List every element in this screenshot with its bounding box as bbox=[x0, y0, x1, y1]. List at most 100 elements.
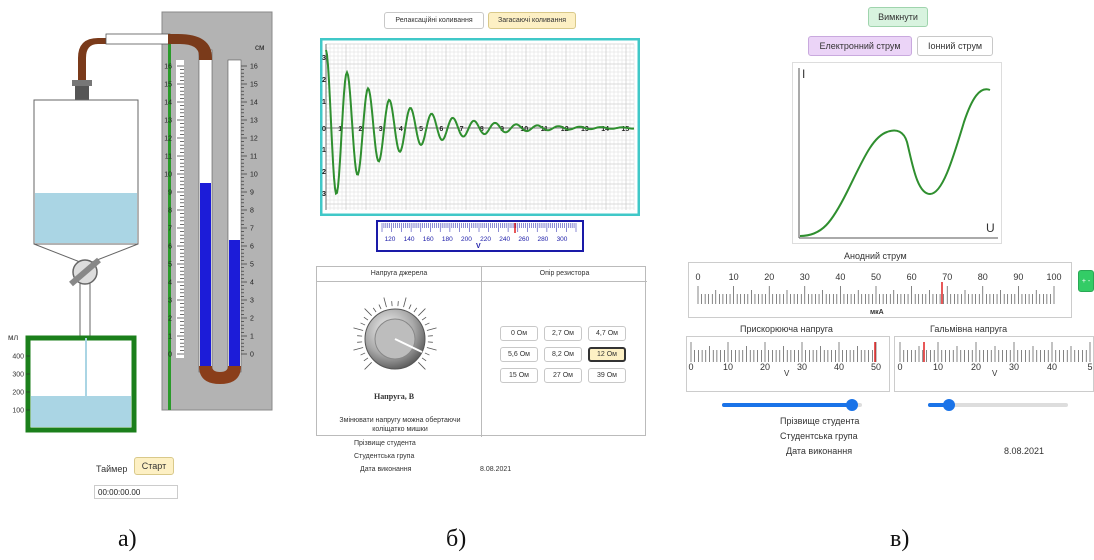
date-value: 8.08.2021 bbox=[480, 466, 512, 473]
anode-label: Анодний струм bbox=[844, 251, 907, 261]
resistor-button-3[interactable]: 5,6 Ом bbox=[500, 347, 538, 362]
graph-x-tick: 4 bbox=[399, 126, 403, 133]
graph-y-tick: 3 bbox=[322, 55, 326, 62]
meter-tick-label: 70 bbox=[942, 272, 952, 282]
scale-right-label: 16 bbox=[250, 64, 258, 71]
start-button[interactable]: Старт bbox=[134, 457, 174, 475]
accel-meter: 0 10 20 30 40 50 V bbox=[686, 336, 890, 392]
scale-left-label: 1 bbox=[168, 334, 172, 341]
brake-slider-fill bbox=[928, 403, 950, 407]
scale-right-label: 10 bbox=[250, 172, 258, 179]
beaker-tick-label: 200 bbox=[12, 390, 24, 397]
voltmeter-tick-label: 200 bbox=[461, 236, 472, 243]
brake-unit: V bbox=[992, 369, 998, 378]
meter-tick-label: 40 bbox=[835, 272, 845, 282]
resistor-button-8[interactable]: 39 Ом bbox=[588, 368, 626, 383]
axis-x-label: U bbox=[986, 221, 995, 235]
accel-label: Прискорююча напруга bbox=[740, 324, 833, 334]
ion-tab[interactable]: Іонний струм bbox=[917, 36, 993, 56]
meter-tick-label: 20 bbox=[764, 272, 774, 282]
graph-x-tick: 7 bbox=[460, 126, 464, 133]
brake-slider-thumb[interactable] bbox=[943, 399, 956, 411]
accel-slider-thumb[interactable] bbox=[846, 399, 859, 411]
scale-right-label: 8 bbox=[250, 208, 254, 215]
graph-zero: 0 bbox=[322, 126, 326, 133]
meter-tick-label: 50 bbox=[871, 272, 881, 282]
mercury-right bbox=[229, 240, 240, 372]
beaker-tick-label: 100 bbox=[12, 408, 24, 415]
scale-right-label: 13 bbox=[250, 118, 258, 125]
resistor-button-6[interactable]: 15 Ом bbox=[500, 368, 538, 383]
date-value-c: 8.08.2021 bbox=[1004, 446, 1045, 456]
resistor-button-2[interactable]: 4,7 Ом bbox=[588, 326, 626, 341]
resistor-button-1[interactable]: 2,7 Ом bbox=[544, 326, 582, 341]
siphon-tube bbox=[78, 38, 108, 82]
tab-damped[interactable]: Загасаючі коливання bbox=[488, 12, 576, 29]
scale-right-label: 11 bbox=[250, 154, 257, 161]
timer-display: 00:00:00.00 bbox=[94, 485, 178, 499]
hint-text: Змінювати напругу можна обертаючи коліща… bbox=[339, 417, 461, 433]
siphon-glass-tube bbox=[105, 33, 171, 45]
beaker-tick-label: 400 bbox=[12, 354, 24, 361]
caption-c: в) bbox=[890, 526, 910, 552]
stopper bbox=[72, 80, 92, 86]
accel-tick-label: 20 bbox=[760, 362, 770, 372]
graph-x-tick: 3 bbox=[379, 126, 383, 133]
resistor-button-0[interactable]: 0 Ом bbox=[500, 326, 538, 341]
scale-left-label: 4 bbox=[168, 280, 172, 287]
axis-y-label: I bbox=[802, 67, 805, 81]
left-scale bbox=[176, 60, 184, 358]
plus-minus-button[interactable]: + - bbox=[1078, 270, 1094, 292]
scale-left-label: 15 bbox=[164, 82, 172, 89]
graph-x-tick: 14 bbox=[601, 126, 609, 133]
green-rod bbox=[168, 38, 171, 410]
scale-right-label: 4 bbox=[250, 280, 254, 287]
graph-y-tick: 1 bbox=[322, 99, 326, 106]
scale-right-label: 6 bbox=[250, 244, 254, 251]
anode-meter: 0 10 20 30 40 50 60 70 80 90 100 мкА bbox=[688, 262, 1072, 318]
scale-right-label: 15 bbox=[250, 82, 258, 89]
scale-left-label: 10 bbox=[164, 172, 172, 179]
scale-left-label: 9 bbox=[168, 190, 172, 197]
accel-slider[interactable] bbox=[722, 398, 862, 412]
graph-x-tick: 15 bbox=[622, 126, 630, 133]
voltmeter-tick-label: 240 bbox=[499, 236, 510, 243]
student-name: Прізвище студента bbox=[354, 440, 416, 447]
voltmeter-tick-label: 280 bbox=[537, 236, 548, 243]
u-tube-bottom bbox=[199, 366, 241, 384]
control-table: Напруга джерела Опір резистора bbox=[316, 266, 647, 437]
meter-tick-label: 80 bbox=[978, 272, 988, 282]
graph-x-tick: 12 bbox=[561, 126, 569, 133]
timer-label: Таймер bbox=[96, 464, 128, 474]
graph-x-tick: 2 bbox=[358, 126, 362, 133]
scale-right-label: 0 bbox=[250, 352, 254, 359]
resistor-button-4[interactable]: 8,2 Ом bbox=[544, 347, 582, 362]
voltage-knob[interactable] bbox=[350, 294, 440, 384]
scale-left-label: 6 bbox=[168, 244, 172, 251]
meter-tick-label: 100 bbox=[1046, 272, 1061, 282]
scale-left-label: 5 bbox=[168, 262, 172, 269]
voltmeter-tick-label: 180 bbox=[442, 236, 453, 243]
resistor-button-7[interactable]: 27 Ом bbox=[544, 368, 582, 383]
graph-y-tick: 2 bbox=[322, 169, 326, 176]
accel-tick-label: 50 bbox=[871, 362, 881, 372]
voltmeter-tick-label: 140 bbox=[404, 236, 415, 243]
voltmeter-tick-label: 300 bbox=[557, 236, 568, 243]
off-button[interactable]: Вимкнути bbox=[868, 7, 928, 27]
electron-tab[interactable]: Електронний струм bbox=[808, 36, 912, 56]
resistor-button-5[interactable]: 12 Ом bbox=[588, 347, 626, 362]
brake-tick-label: 5 bbox=[1087, 362, 1092, 372]
beaker-tick-label: 300 bbox=[12, 372, 24, 379]
scale-left-label: 8 bbox=[168, 208, 172, 215]
scale-right-label: 1 bbox=[250, 334, 254, 341]
scale-left-label: 14 bbox=[164, 100, 172, 107]
panel-c: Вимкнути Електронний струм Іонний струм … bbox=[680, 0, 1094, 560]
meter-tick-label: 30 bbox=[800, 272, 810, 282]
brake-slider[interactable] bbox=[928, 398, 1068, 412]
scale-left-label: 0 bbox=[168, 352, 172, 359]
voltmeter-tick-label: 160 bbox=[423, 236, 434, 243]
knob-label: Напруга, В bbox=[374, 392, 415, 401]
voltmeter: 120 140 160 180 200 220 240 260 280 300 V bbox=[376, 220, 584, 252]
brake-meter: 0 10 20 30 40 5 V bbox=[894, 336, 1094, 392]
tab-relaxation[interactable]: Релаксаційні коливання bbox=[384, 12, 484, 29]
